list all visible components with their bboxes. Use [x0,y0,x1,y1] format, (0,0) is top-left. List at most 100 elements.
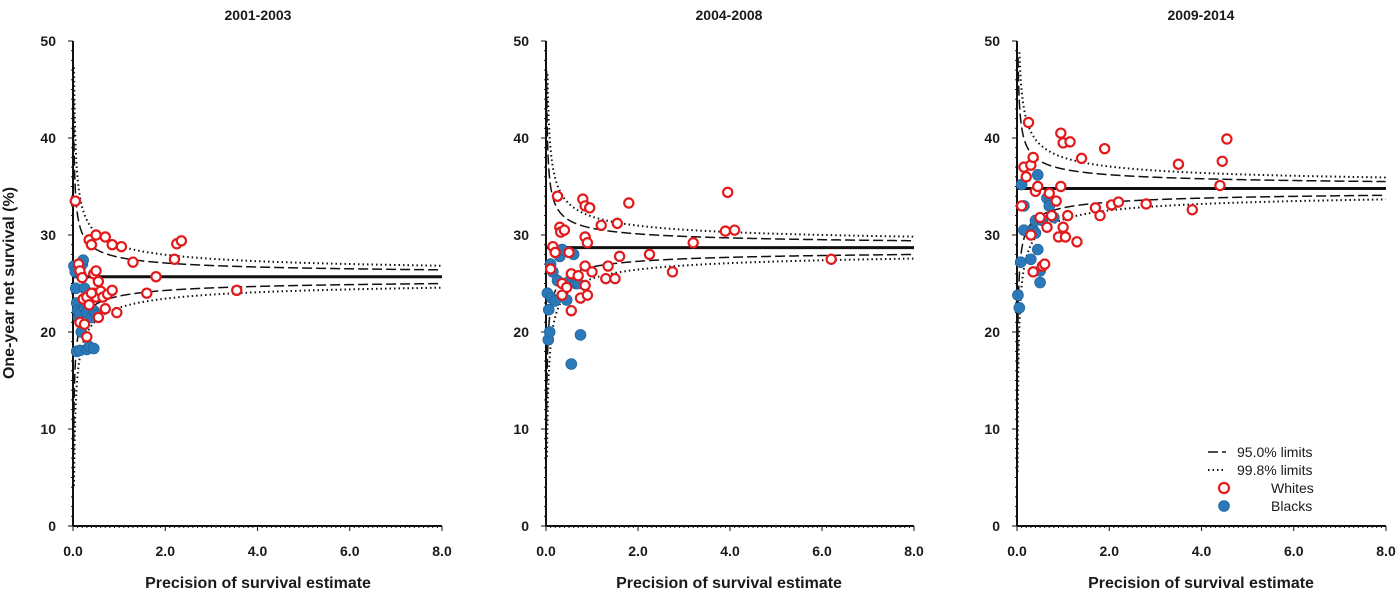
x-tick-label: 4.0 [248,543,268,559]
point-whites [99,231,111,243]
point-whites [565,304,578,317]
point-whites [581,237,594,249]
point-blacks [1014,256,1027,268]
limit-998-lower-line [73,286,442,486]
point-whites [600,272,612,285]
limit-95-upper-line [545,70,914,242]
point-whites [563,246,575,259]
point-whites [825,253,837,265]
point-whites [92,275,105,288]
point-blacks [574,329,587,341]
y-tick-label: 30 [513,227,529,243]
point-blacks [1013,301,1026,314]
point-whites [168,253,181,265]
legend-marker-blacks [1218,500,1230,512]
y-tick-label: 10 [984,421,1000,437]
point-blacks [1012,289,1024,301]
point-whites [1015,200,1028,212]
y-tick-label: 40 [513,130,529,146]
x-axis-label: Precision of survival estimate [145,575,371,592]
y-tick-label: 20 [984,324,1000,340]
point-whites [687,237,699,249]
point-whites [595,219,607,231]
limit-95-lower-line [1016,194,1386,366]
point-whites [85,287,98,299]
point-whites [1027,151,1039,164]
point-whites [90,229,102,241]
point-whites [92,311,105,324]
point-whites [561,281,573,294]
point-whites [623,197,635,209]
y-tick-label: 0 [521,518,529,534]
point-whites [1098,142,1111,155]
point-whites [581,289,594,301]
point-whites [1038,258,1051,270]
point-blacks [565,358,578,370]
y-tick-label: 30 [40,227,56,243]
x-tick-label: 4.0 [1192,543,1212,559]
point-whites [1062,209,1074,222]
point-whites [728,224,741,236]
point-whites [127,256,139,268]
x-tick-label: 4.0 [720,543,740,559]
point-whites [1221,133,1233,145]
point-whites [1020,171,1032,183]
x-tick-label: 2.0 [156,543,176,559]
point-blacks [1031,243,1044,256]
panel-title: 2009-2014 [1168,7,1235,23]
point-whites [1043,187,1055,199]
point-blacks [87,342,100,355]
point-whites [99,303,111,315]
limit-998-upper-line [546,74,914,238]
point-whites [584,202,596,214]
panel-1: 2001-2003 0 10 20 30 40 50 0.0 2.0 4.0 6.0 8.0 Preci… [40,7,452,592]
point-whites [1075,152,1088,165]
x-tick-label: 8.0 [904,543,924,559]
legend-label-95: 95.0% limits [1237,444,1312,460]
point-whites [1055,127,1067,139]
y-axis-label: One-year net survival (%) [1,187,18,379]
point-whites [1112,196,1125,208]
x-tick-label: 6.0 [1284,543,1304,559]
legend: 95.0% limits 99.8% limits Whites Blacks [1208,444,1314,514]
point-whites [1071,236,1083,248]
y-tick-label: 20 [513,324,529,340]
x-tick-label: 2.0 [628,543,648,559]
point-whites [1050,195,1062,207]
point-whites [1032,180,1044,193]
x-axis-label: Precision of survival estimate [1088,575,1314,592]
legend-label-blacks: Blacks [1271,498,1312,514]
x-tick-label: 6.0 [812,543,832,559]
point-blacks [542,303,555,316]
y-tick-label: 40 [984,130,1000,146]
point-whites [572,270,584,282]
point-blacks [1034,276,1046,289]
point-whites [1055,180,1067,193]
point-whites [1064,136,1076,148]
point-whites [579,279,591,292]
point-whites [78,318,91,330]
y-tick-label: 0 [48,518,56,534]
point-whites [81,331,93,343]
panel-3: 2009-2014 0 10 20 30 40 50 0.0 2.0 4.0 6.0 8.0 Preci… [984,7,1396,592]
point-whites [1057,221,1069,233]
point-whites [586,266,598,278]
panel-2: 2004-2008 0 10 20 30 40 50 0.0 2.0 4.0 6.0 8.0 Preci… [513,7,924,592]
x-tick-label: 0.0 [1007,543,1027,559]
point-whites [1172,158,1185,170]
point-blacks [543,326,556,338]
point-whites [83,299,95,311]
point-whites [1214,179,1226,192]
point-whites [85,238,98,251]
y-tick-label: 10 [40,421,56,437]
point-whites [643,248,656,261]
legend-marker-whites [1217,481,1231,495]
point-whites [231,284,243,296]
limit-998-upper-line [1018,52,1386,179]
point-whites [579,260,591,272]
point-whites [1059,231,1072,243]
limit-998-lower-line [1016,198,1386,472]
x-tick-label: 2.0 [1100,543,1120,559]
legend-label-whites: Whites [1271,480,1314,496]
